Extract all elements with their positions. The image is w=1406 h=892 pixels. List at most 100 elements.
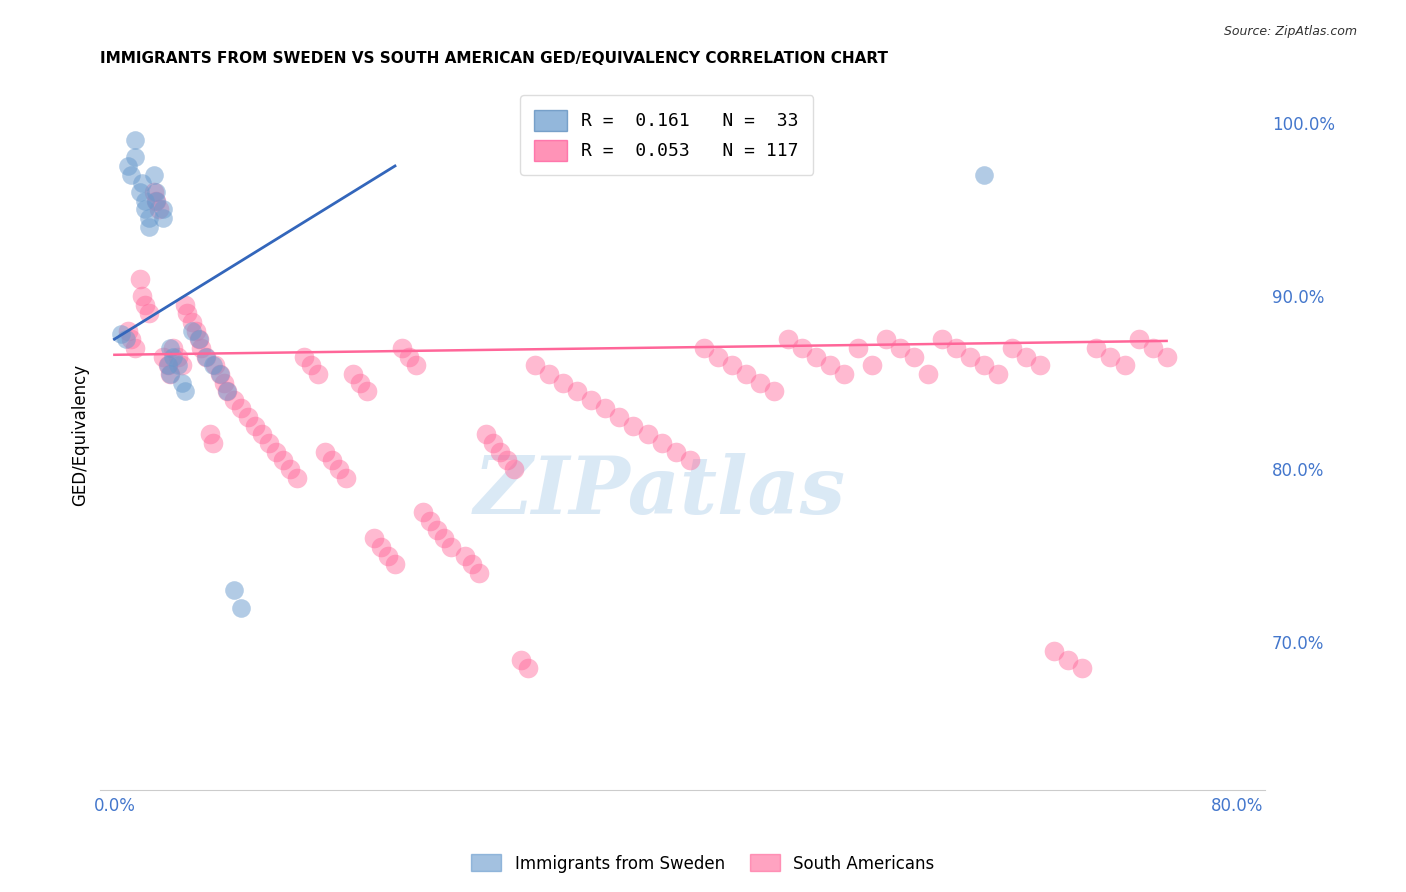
Point bbox=[299, 358, 322, 372]
Point bbox=[1099, 350, 1122, 364]
Point bbox=[567, 384, 589, 399]
Point bbox=[307, 367, 329, 381]
Point bbox=[152, 350, 174, 364]
Point bbox=[419, 514, 441, 528]
Point bbox=[152, 202, 174, 217]
Point bbox=[156, 358, 179, 372]
Point bbox=[461, 558, 484, 572]
Point bbox=[748, 376, 770, 390]
Point bbox=[328, 462, 350, 476]
Point bbox=[278, 462, 301, 476]
Point bbox=[377, 549, 399, 563]
Point bbox=[170, 358, 193, 372]
Point bbox=[142, 168, 165, 182]
Point bbox=[335, 471, 357, 485]
Point bbox=[790, 341, 813, 355]
Point bbox=[229, 401, 252, 416]
Point bbox=[553, 376, 575, 390]
Point bbox=[166, 358, 188, 372]
Point bbox=[692, 341, 714, 355]
Point bbox=[651, 436, 673, 450]
Point bbox=[292, 350, 315, 364]
Point bbox=[162, 350, 184, 364]
Point bbox=[489, 445, 512, 459]
Point bbox=[114, 332, 136, 346]
Point bbox=[426, 523, 449, 537]
Point bbox=[846, 341, 869, 355]
Point bbox=[148, 202, 170, 217]
Point bbox=[124, 133, 146, 147]
Point bbox=[517, 661, 540, 675]
Point bbox=[510, 653, 533, 667]
Point bbox=[734, 367, 756, 381]
Legend: Immigrants from Sweden, South Americans: Immigrants from Sweden, South Americans bbox=[465, 847, 941, 880]
Point bbox=[271, 453, 294, 467]
Point bbox=[243, 418, 266, 433]
Point bbox=[762, 384, 785, 399]
Point bbox=[1071, 661, 1094, 675]
Point bbox=[124, 150, 146, 164]
Point bbox=[804, 350, 827, 364]
Point bbox=[159, 341, 181, 355]
Point bbox=[832, 367, 855, 381]
Point bbox=[201, 358, 224, 372]
Point bbox=[166, 350, 188, 364]
Point bbox=[384, 558, 406, 572]
Point bbox=[145, 194, 167, 208]
Point bbox=[117, 159, 139, 173]
Point bbox=[264, 445, 287, 459]
Point bbox=[208, 367, 231, 381]
Point bbox=[1128, 332, 1150, 346]
Point bbox=[987, 367, 1010, 381]
Point bbox=[595, 401, 617, 416]
Point bbox=[370, 540, 392, 554]
Point bbox=[475, 427, 498, 442]
Point bbox=[1085, 341, 1108, 355]
Point bbox=[889, 341, 911, 355]
Point bbox=[190, 341, 212, 355]
Point bbox=[440, 540, 463, 554]
Point bbox=[412, 505, 434, 519]
Point bbox=[170, 376, 193, 390]
Point bbox=[212, 376, 235, 390]
Point bbox=[208, 367, 231, 381]
Point bbox=[1156, 350, 1178, 364]
Point bbox=[875, 332, 897, 346]
Point bbox=[356, 384, 378, 399]
Point bbox=[152, 211, 174, 225]
Point bbox=[257, 436, 280, 450]
Point bbox=[1001, 341, 1024, 355]
Point bbox=[454, 549, 477, 563]
Point bbox=[433, 532, 456, 546]
Text: Source: ZipAtlas.com: Source: ZipAtlas.com bbox=[1223, 25, 1357, 38]
Point bbox=[482, 436, 505, 450]
Point bbox=[496, 453, 519, 467]
Point bbox=[236, 410, 259, 425]
Point bbox=[285, 471, 308, 485]
Point bbox=[173, 384, 195, 399]
Point bbox=[973, 168, 995, 182]
Point bbox=[120, 332, 142, 346]
Point bbox=[134, 202, 156, 217]
Point bbox=[145, 194, 167, 208]
Point bbox=[138, 211, 160, 225]
Point bbox=[222, 392, 245, 407]
Point bbox=[131, 289, 153, 303]
Point bbox=[222, 583, 245, 598]
Point bbox=[194, 350, 217, 364]
Point bbox=[187, 332, 209, 346]
Point bbox=[156, 358, 179, 372]
Point bbox=[131, 176, 153, 190]
Point bbox=[229, 600, 252, 615]
Point bbox=[162, 341, 184, 355]
Point bbox=[176, 306, 198, 320]
Point bbox=[159, 367, 181, 381]
Point bbox=[342, 367, 364, 381]
Point bbox=[138, 306, 160, 320]
Point bbox=[959, 350, 981, 364]
Point bbox=[1057, 653, 1080, 667]
Text: IMMIGRANTS FROM SWEDEN VS SOUTH AMERICAN GED/EQUIVALENCY CORRELATION CHART: IMMIGRANTS FROM SWEDEN VS SOUTH AMERICAN… bbox=[100, 51, 889, 66]
Point bbox=[931, 332, 953, 346]
Point bbox=[134, 297, 156, 311]
Point bbox=[917, 367, 939, 381]
